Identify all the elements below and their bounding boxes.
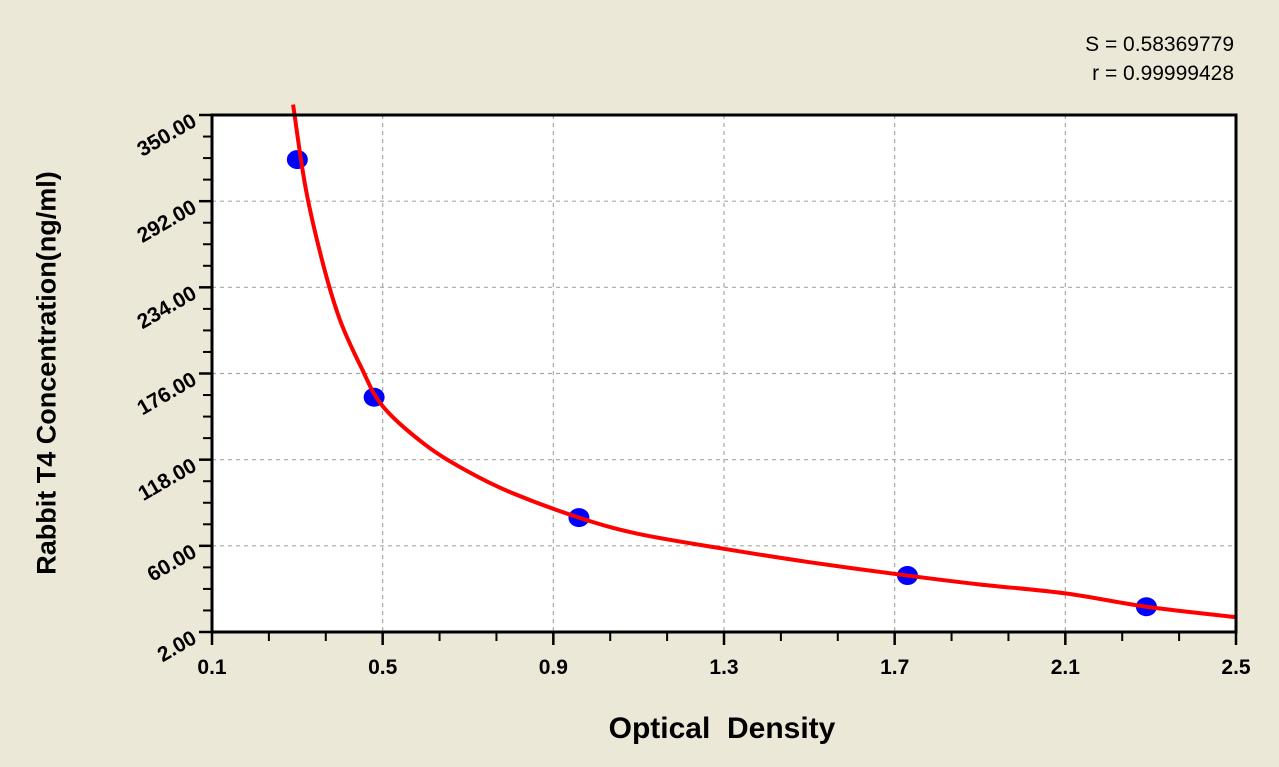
- x-tick-label: 1.3: [709, 656, 738, 679]
- fitted-curve: [291, 104, 1237, 620]
- y-tick-label: 176.00: [133, 368, 200, 420]
- x-tick-label: 1.7: [880, 656, 909, 679]
- x-axis-label: Optical Density: [608, 712, 836, 745]
- x-tick-label: 2.5: [1221, 656, 1251, 679]
- y-tick-label: 2.00: [154, 626, 201, 666]
- y-tick-label: 350.00: [133, 109, 200, 161]
- fitted-curve-line: [291, 104, 1237, 620]
- x-tick-labels: 0.1 0.5 0.9 1.3 1.7 2.1 2.5: [197, 656, 1251, 679]
- y-tick-labels: 2.00 60.00 118.00 176.00 234.00 292.00 350.00: [133, 109, 200, 666]
- data-point: [286, 150, 308, 170]
- s-statistic: S = 0.58369779: [1085, 33, 1234, 56]
- y-tick-label: 292.00: [133, 196, 200, 248]
- grid-lines: [212, 115, 1236, 632]
- x-tick-label: 0.1: [197, 656, 227, 679]
- r-statistic: r = 0.99999428: [1092, 62, 1234, 85]
- fit-statistics: S = 0.58369779 r = 0.99999428: [1085, 30, 1234, 88]
- y-tick-label: 118.00: [134, 454, 200, 505]
- y-tick-label: 60.00: [143, 540, 200, 586]
- x-tick-label: 0.5: [368, 656, 398, 679]
- y-tick-label: 234.00: [133, 282, 200, 334]
- plot-frame: [210, 113, 1238, 634]
- x-tick-label: 0.9: [539, 656, 568, 679]
- x-tick-label: 2.1: [1051, 656, 1081, 679]
